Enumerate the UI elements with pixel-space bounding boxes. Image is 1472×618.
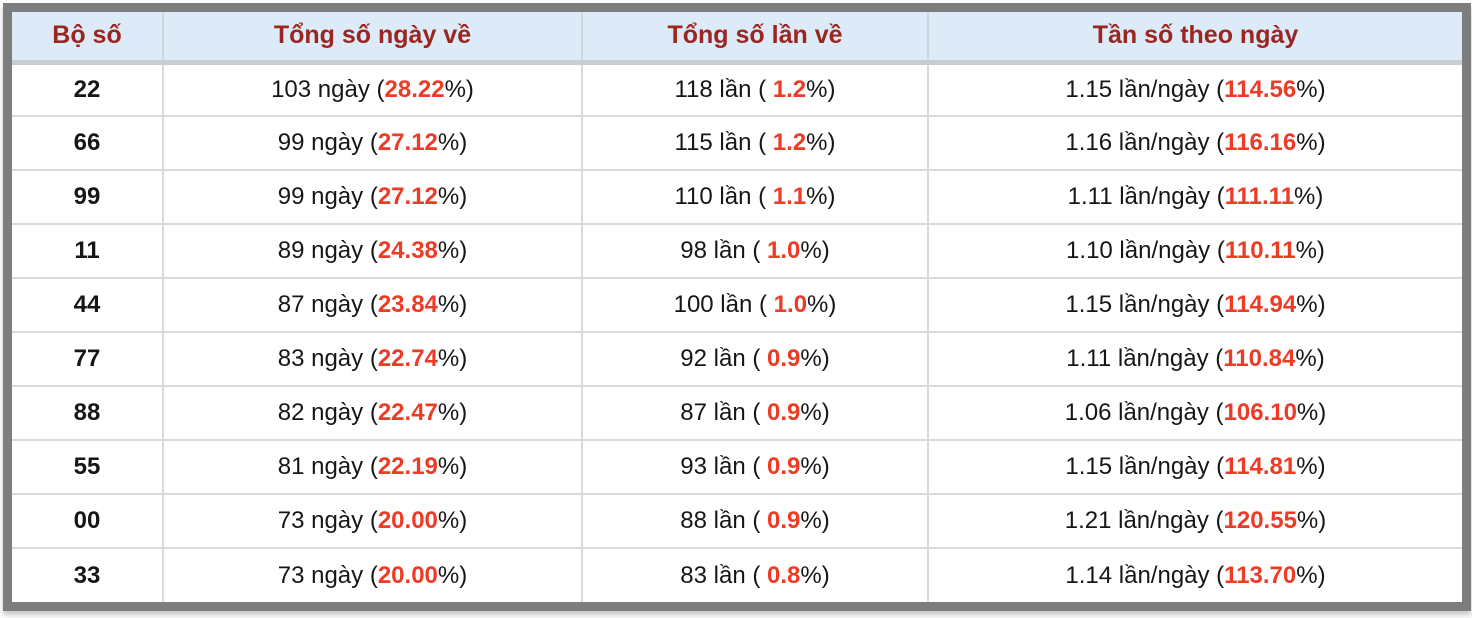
times-percent-value: 0.9	[767, 453, 801, 480]
total-times-cell: 115 lần ( 1.2%)	[581, 115, 929, 171]
pair-cell: 99	[12, 169, 164, 225]
total-days-cell: 103 ngày (28.22%)	[162, 61, 583, 117]
table-row: 22 103 ngày (28.22%) 118 lần ( 1.2%) 1.15 l…	[12, 61, 1462, 117]
table-row: 11 89 ngày (24.38%) 98 lần ( 1.0%) 1.10 lần…	[12, 223, 1462, 279]
total-days-cell: 83 ngày (22.74%)	[162, 331, 583, 387]
frequency-cell: 1.16 lần/ngày (116.16%)	[927, 115, 1462, 171]
frequency-percent-value: 114.81	[1224, 453, 1297, 480]
total-times-cell: 98 lần ( 1.0%)	[581, 223, 929, 279]
times-percent-value: 0.9	[767, 345, 801, 372]
total-days-cell: 73 ngày (20.00%)	[162, 547, 583, 602]
days-percent-value: 22.19	[377, 453, 438, 480]
pair-cell: 44	[12, 277, 164, 333]
frequency-cell: 1.11 lần/ngày (111.11%)	[927, 169, 1462, 225]
table-row: 00 73 ngày (20.00%) 88 lần ( 0.9%) 1.21 lần…	[12, 493, 1462, 549]
total-times-cell: 87 lần ( 0.9%)	[581, 385, 929, 441]
table-row: 88 82 ngày (22.47%) 87 lần ( 0.9%) 1.06 lần…	[12, 385, 1462, 441]
frequency-cell: 1.11 lần/ngày (110.84%)	[927, 331, 1462, 387]
total-days-cell: 99 ngày (27.12%)	[162, 169, 583, 225]
header-row: Bộ số Tổng số ngày về Tổng số lần về Tần…	[12, 12, 1462, 65]
frequency-cell: 1.14 lần/ngày (113.70%)	[927, 547, 1462, 602]
frequency-percent-value: 111.11	[1224, 183, 1295, 210]
times-percent-value: 1.2	[772, 129, 807, 156]
frequency-percent-value: 120.55	[1223, 507, 1297, 534]
days-percent-value: 23.84	[377, 291, 438, 318]
pair-cell: 55	[12, 439, 164, 495]
days-percent-value: 22.74	[377, 345, 438, 372]
table-row: 77 83 ngày (22.74%) 92 lần ( 0.9%) 1.11 lần…	[12, 331, 1462, 387]
times-percent-value: 0.8	[767, 561, 801, 589]
pair-cell: 88	[12, 385, 164, 441]
times-percent-value: 1.2	[772, 75, 807, 103]
total-days-cell: 81 ngày (22.19%)	[162, 439, 583, 495]
col-header-total-days: Tổng số ngày về	[162, 12, 583, 65]
days-percent-value: 27.12	[377, 129, 438, 156]
pair-cell: 22	[12, 61, 164, 117]
total-times-cell: 110 lần ( 1.1%)	[581, 169, 929, 225]
table-row: 44 87 ngày (23.84%) 100 lần ( 1.0%) 1.15 lầ…	[12, 277, 1462, 333]
col-header-pair: Bộ số	[12, 12, 164, 65]
days-percent-value: 28.22	[384, 75, 445, 103]
pair-cell: 11	[12, 223, 164, 279]
total-times-cell: 88 lần ( 0.9%)	[581, 493, 929, 549]
col-header-frequency: Tần số theo ngày	[927, 12, 1462, 65]
days-percent-value: 20.00	[377, 561, 438, 589]
table-row: 33 73 ngày (20.00%) 83 lần ( 0.8%) 1.14 lần…	[12, 547, 1462, 602]
pair-statistics-table: Bộ số Tổng số ngày về Tổng số lần về Tần…	[12, 12, 1462, 602]
pair-cell: 33	[12, 547, 164, 602]
pair-cell: 00	[12, 493, 164, 549]
frequency-percent-value: 110.11	[1224, 237, 1296, 264]
frequency-cell: 1.21 lần/ngày (120.55%)	[927, 493, 1462, 549]
total-days-cell: 73 ngày (20.00%)	[162, 493, 583, 549]
frequency-cell: 1.15 lần/ngày (114.94%)	[927, 277, 1462, 333]
days-percent-value: 27.12	[377, 183, 438, 210]
table-row: 66 99 ngày (27.12%) 115 lần ( 1.2%) 1.16 lầ…	[12, 115, 1462, 171]
frequency-percent-value: 114.56	[1224, 75, 1297, 103]
frequency-percent-value: 113.70	[1224, 561, 1297, 589]
frequency-percent-value: 110.84	[1223, 345, 1296, 372]
total-days-cell: 87 ngày (23.84%)	[162, 277, 583, 333]
frequency-cell: 1.06 lần/ngày (106.10%)	[927, 385, 1462, 441]
frequency-cell: 1.10 lần/ngày (110.11%)	[927, 223, 1462, 279]
col-header-total-times: Tổng số lần về	[581, 12, 929, 65]
total-times-cell: 93 lần ( 0.9%)	[581, 439, 929, 495]
total-times-cell: 92 lần ( 0.9%)	[581, 331, 929, 387]
table-row: 99 99 ngày (27.12%) 110 lần ( 1.1%) 1.11 lầ…	[12, 169, 1462, 225]
days-percent-value: 20.00	[377, 507, 438, 534]
frequency-percent-value: 116.16	[1224, 129, 1297, 156]
total-days-cell: 99 ngày (27.12%)	[162, 115, 583, 171]
statistics-table-frame: Bộ số Tổng số ngày về Tổng số lần về Tần…	[3, 3, 1471, 611]
total-times-cell: 100 lần ( 1.0%)	[581, 277, 929, 333]
days-percent-value: 24.38	[377, 237, 438, 264]
table-row: 55 81 ngày (22.19%) 93 lần ( 0.9%) 1.15 lần…	[12, 439, 1462, 495]
times-percent-value: 1.0	[773, 291, 808, 318]
days-percent-value: 22.47	[377, 399, 438, 426]
frequency-percent-value: 114.94	[1224, 291, 1297, 318]
frequency-cell: 1.15 lần/ngày (114.81%)	[927, 439, 1462, 495]
pair-cell: 77	[12, 331, 164, 387]
total-days-cell: 89 ngày (24.38%)	[162, 223, 583, 279]
frequency-cell: 1.15 lần/ngày (114.56%)	[927, 61, 1462, 117]
times-percent-value: 0.9	[767, 507, 801, 534]
times-percent-value: 1.0	[767, 237, 801, 264]
total-times-cell: 118 lần ( 1.2%)	[581, 61, 929, 117]
total-days-cell: 82 ngày (22.47%)	[162, 385, 583, 441]
times-percent-value: 1.1	[772, 183, 807, 210]
times-percent-value: 0.9	[767, 399, 801, 426]
total-times-cell: 83 lần ( 0.8%)	[581, 547, 929, 602]
frequency-percent-value: 106.10	[1223, 399, 1297, 426]
pair-cell: 66	[12, 115, 164, 171]
